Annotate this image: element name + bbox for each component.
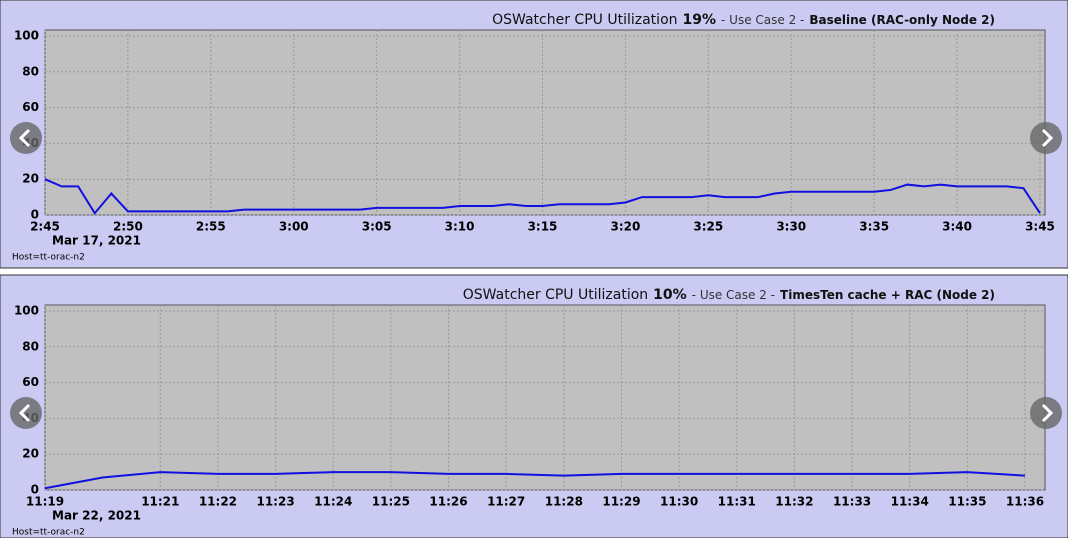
y-tick-label: 100 [14,304,39,318]
x-tick-label: 3:20 [610,220,640,234]
title-part: - Use Case 2 - [721,13,804,27]
host-label: Host=tt-orac-n2 [12,253,85,263]
nav-arrow [1041,403,1054,423]
x-tick-label: 3:00 [279,220,309,234]
nav-arrow [1041,128,1054,148]
x-tick-label: 3:05 [362,220,392,234]
y-tick-label: 0 [31,483,39,497]
x-tick-label: 3:35 [859,220,889,234]
title-part: Baseline (RAC-only Node 2) [809,13,995,27]
x-tick-label: 11:26 [429,495,467,509]
y-tick-label: 80 [22,64,39,78]
x-tick-label: 11:22 [199,495,237,509]
y-tick-label: 60 [22,375,39,389]
y-tick-label: 80 [22,339,39,353]
x-tick-label: 11:25 [372,495,410,509]
title-part: OSWatcher CPU Utilization [492,12,677,28]
title-part: - Use Case 2 - [692,288,775,302]
x-tick-label: 3:30 [776,220,806,234]
x-tick-label: 3:40 [942,220,972,234]
y-tick-label: 100 [14,29,39,43]
x-tick-label: 2:45 [30,220,60,234]
x-tick-label: 11:23 [256,495,294,509]
x-tick-label: 3:25 [693,220,723,234]
x-tick-label: 11:21 [141,495,179,509]
y-tick-label: 0 [31,208,39,222]
title-part: OSWatcher CPU Utilization [463,287,648,303]
title-part: TimesTen cache + RAC (Node 2) [780,288,995,302]
x-tick-label: 3:45 [1025,220,1055,234]
x-tick-label: 11:19 [26,495,64,509]
x-tick-label: 11:36 [1006,495,1044,509]
nav-arrow [18,128,31,148]
y-tick-label: 20 [22,447,39,461]
x-tick-label: 11:32 [775,495,813,509]
x-tick-label: 11:27 [487,495,525,509]
x-tick-label: 11:33 [833,495,871,509]
date-label: Mar 17, 2021 [52,234,141,248]
data-line [44,178,1041,215]
x-tick-label: 11:29 [602,495,640,509]
x-tick-label: 11:35 [948,495,986,509]
x-tick-label: 3:10 [445,220,475,234]
y-tick-label: 60 [22,100,39,114]
nav-button [1030,397,1062,429]
plot-area [44,29,1046,216]
x-tick-label: 11:28 [545,495,583,509]
nav-button [1030,122,1062,154]
title-part: 19% [683,12,717,28]
nav-button [10,122,42,154]
x-tick-label: 11:34 [891,495,929,509]
nav-arrow [18,403,31,423]
chart-title: OSWatcher CPU Utilization 10% - Use Case 2… [463,287,995,303]
x-tick-label: 11:24 [314,495,352,509]
x-tick-label: 3:15 [528,220,558,234]
x-tick-label: 2:50 [113,220,143,234]
x-tick-label: 11:31 [718,495,756,509]
x-tick-label: 2:55 [196,220,226,234]
nav-button [10,397,42,429]
chart-title: OSWatcher CPU Utilization 19% - Use Case 2… [492,12,995,28]
plot-area [44,304,1046,491]
data-line [44,471,1026,490]
host-label: Host=tt-orac-n2 [12,528,85,538]
date-label: Mar 22, 2021 [52,509,141,523]
title-part: 10% [653,287,687,303]
x-tick-label: 11:30 [660,495,698,509]
y-tick-label: 20 [22,172,39,186]
